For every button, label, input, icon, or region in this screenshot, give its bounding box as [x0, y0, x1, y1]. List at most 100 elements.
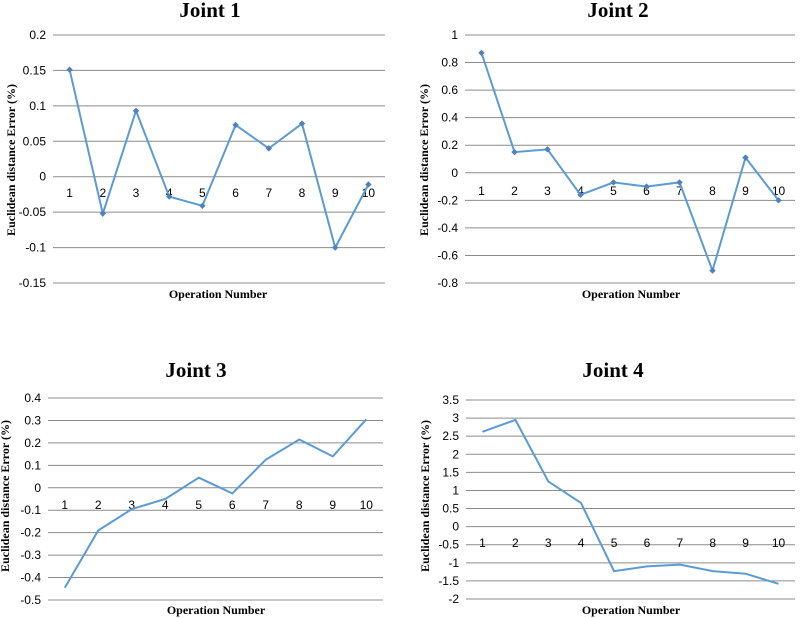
y-tick-label: 0 — [39, 170, 46, 184]
x-tick-label: 3 — [128, 498, 135, 512]
data-point — [66, 66, 73, 73]
x-tick-label: 6 — [643, 184, 650, 198]
x-tick-label: 5 — [610, 184, 617, 198]
x-tick-label: 8 — [709, 184, 716, 198]
y-tick-label: 0 — [452, 520, 459, 534]
x-tick-label: 8 — [299, 186, 306, 200]
x-tick-label: 5 — [611, 536, 618, 550]
y-tick-label: -0.1 — [25, 241, 46, 255]
y-tick-label: -1.5 — [438, 574, 459, 588]
y-tick-label: 1 — [452, 483, 459, 497]
y-axis-label: Euclidean distance Error (%) — [0, 420, 12, 572]
x-tick-label: 7 — [676, 184, 683, 198]
data-point — [742, 154, 749, 161]
y-tick-label: 2 — [452, 447, 459, 461]
y-tick-label: 1 — [451, 28, 458, 42]
x-axis-label: Operation Number — [167, 603, 266, 617]
x-tick-label: 10 — [360, 498, 374, 512]
x-tick-label: 4 — [162, 498, 169, 512]
data-point — [99, 210, 106, 217]
x-tick-label: 7 — [265, 186, 272, 200]
chart-title: Joint 3 — [165, 358, 226, 382]
x-axis-label: Operation Number — [582, 603, 681, 617]
series-line — [68, 69, 370, 251]
series-line — [480, 52, 780, 274]
y-tick-label: -0.4 — [20, 571, 41, 585]
y-tick-label: -2 — [448, 592, 459, 606]
y-tick-label: -0.5 — [20, 593, 41, 607]
data-point — [199, 202, 206, 209]
x-tick-label: 9 — [742, 184, 749, 198]
x-tick-label: 9 — [332, 186, 339, 200]
data-point — [332, 244, 339, 251]
x-tick-label: 7 — [262, 498, 269, 512]
chart-joint-1: Joint 1 Euclidean distance Error (%) Ope… — [4, 0, 385, 301]
y-tick-label: 0.6 — [441, 83, 458, 97]
chart-title: Joint 1 — [179, 0, 240, 22]
chart-joint-3: Joint 3 Euclidean distance Error (%) Ope… — [0, 358, 383, 617]
y-tick-label: 0.1 — [24, 458, 41, 472]
x-axis-label: Operation Number — [582, 287, 681, 301]
x-tick-label: 7 — [677, 536, 684, 550]
x-tick-label: 1 — [61, 498, 68, 512]
y-tick-label: 0.2 — [29, 28, 46, 42]
y-tick-label: 0.4 — [441, 111, 458, 125]
x-tick-label: 8 — [709, 536, 716, 550]
x-tick-label: 8 — [296, 498, 303, 512]
x-tick-label: 1 — [479, 536, 486, 550]
x-tick-label: 2 — [95, 498, 102, 512]
y-tick-label: -0.6 — [437, 248, 458, 262]
data-point — [676, 179, 683, 186]
x-tick-label: 9 — [329, 498, 336, 512]
x-tick-label: 1 — [66, 186, 73, 200]
data-point — [132, 107, 140, 115]
data-point — [265, 145, 272, 152]
x-tick-label: 4 — [577, 184, 584, 198]
series-line — [63, 418, 368, 589]
x-tick-label: 4 — [166, 186, 173, 200]
y-tick-label: -0.4 — [437, 221, 458, 235]
y-tick-label: 0.05 — [23, 134, 47, 148]
y-tick-label: -0.15 — [19, 276, 47, 290]
x-tick-label: 6 — [229, 498, 236, 512]
x-axis-label: Operation Number — [169, 287, 268, 301]
x-tick-label: 3 — [544, 184, 551, 198]
y-tick-label: 0.15 — [23, 63, 47, 77]
y-tick-label: 0.2 — [441, 138, 458, 152]
y-tick-label: -0.1 — [20, 503, 41, 517]
x-tick-label: 6 — [232, 186, 239, 200]
x-tick-label: 3 — [545, 536, 552, 550]
x-tick-label: 6 — [644, 536, 651, 550]
x-tick-label: 2 — [512, 536, 519, 550]
data-point — [511, 148, 518, 156]
x-tick-label: 4 — [578, 536, 585, 550]
y-tick-label: 0 — [451, 166, 458, 180]
x-tick-label: 1 — [478, 184, 485, 198]
y-tick-label: 0.5 — [442, 502, 459, 516]
y-tick-label: 0 — [34, 481, 41, 495]
data-point — [643, 183, 650, 190]
x-tick-label: 3 — [133, 186, 140, 200]
x-tick-label: 10 — [772, 536, 786, 550]
y-tick-label: -1 — [448, 556, 459, 570]
y-tick-label: -0.5 — [438, 538, 459, 552]
y-tick-label: 2.5 — [442, 429, 459, 443]
x-tick-label: 5 — [195, 498, 202, 512]
y-tick-label: 0.4 — [24, 391, 41, 405]
y-tick-label: 0.3 — [24, 413, 41, 427]
data-point — [610, 179, 617, 186]
data-point — [544, 146, 551, 153]
x-tick-label: 2 — [511, 184, 518, 198]
y-tick-label: -0.2 — [20, 526, 41, 540]
chart-title: Joint 4 — [582, 358, 644, 382]
chart-title: Joint 2 — [587, 0, 648, 22]
x-tick-label: 2 — [99, 186, 106, 200]
data-point — [298, 120, 306, 127]
data-point — [232, 121, 239, 129]
y-tick-label: 3.5 — [442, 393, 459, 407]
y-tick-label: 0.1 — [29, 99, 46, 113]
chart-joint-4: Joint 4 Euclidean distance Error (%) Ope… — [418, 358, 795, 617]
y-axis-label: Euclidean distance Error (%) — [417, 84, 431, 236]
data-point — [709, 267, 716, 274]
chart-joint-2: Joint 2 Euclidean distance Error (%) Ope… — [417, 0, 795, 301]
